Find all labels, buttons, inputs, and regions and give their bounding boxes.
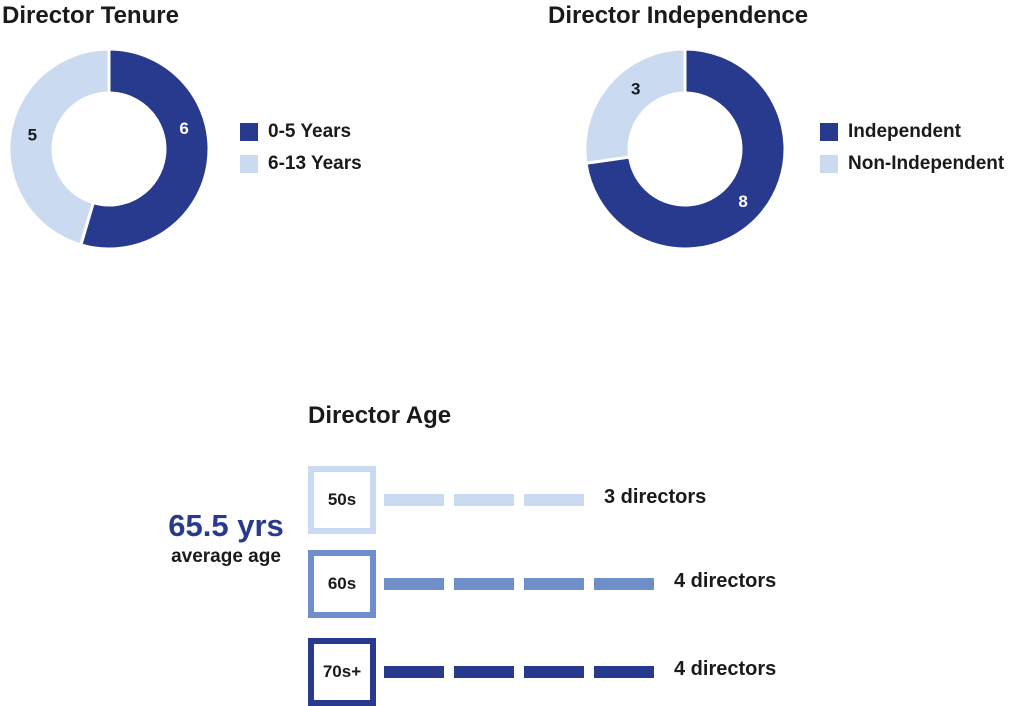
legend-swatch-dark — [240, 123, 258, 141]
legend-label: Independent — [848, 121, 961, 142]
age-bar-segment — [384, 666, 444, 678]
age-chart-title: Director Age — [308, 402, 452, 429]
donut-slice — [78, 48, 210, 250]
legend-item-independent: Independent — [820, 116, 1004, 148]
age-count-label: 3 directors — [604, 486, 707, 508]
age-bar-segment — [454, 666, 514, 678]
age-category-box: 60s — [308, 550, 376, 618]
legend-item-6-13-years: 6-13 Years — [240, 148, 362, 180]
age-bar-segment — [594, 666, 654, 678]
legend-item-0-5-years: 0-5 Years — [240, 116, 362, 148]
donut-value-label: 8 — [738, 192, 747, 211]
age-row-70s-plus: 70s+ 4 directors — [308, 638, 1008, 706]
tenure-legend: 0-5 Years 6-13 Years — [240, 116, 362, 180]
independence-donut-chart: 83 — [584, 48, 786, 250]
legend-swatch-light — [240, 155, 258, 173]
average-age-label: average age — [171, 546, 281, 567]
age-bar-segment — [524, 494, 584, 506]
age-bar-segment — [384, 494, 444, 506]
age-row-50s: 50s 3 directors — [308, 466, 1008, 534]
age-category-box: 70s+ — [308, 638, 376, 706]
donut-slice — [8, 48, 111, 247]
legend-item-non-independent: Non-Independent — [820, 148, 1004, 180]
legend-label: Non-Independent — [848, 153, 1005, 174]
donut-slice — [584, 48, 687, 165]
age-bar-segment — [524, 666, 584, 678]
age-bar-segment — [594, 578, 654, 590]
donut-value-label: 5 — [28, 125, 37, 144]
legend-swatch-dark — [820, 123, 838, 141]
independence-chart-title: Director Independence — [548, 2, 809, 29]
legend-label: 6-13 Years — [268, 153, 362, 174]
age-bar-segment — [454, 494, 514, 506]
donut-value-label: 3 — [631, 80, 640, 99]
age-row-60s: 60s 4 directors — [308, 550, 1008, 618]
age-count-label: 4 directors — [674, 658, 777, 680]
age-bar-segment — [384, 578, 444, 590]
tenure-donut-chart: 65 — [8, 48, 210, 250]
legend-label: 0-5 Years — [268, 121, 352, 142]
independence-legend: Independent Non-Independent — [820, 116, 1004, 180]
donut-slice — [584, 48, 786, 250]
age-count-label: 4 directors — [674, 570, 777, 592]
age-bar-segment — [454, 578, 514, 590]
tenure-chart-title: Director Tenure — [2, 2, 179, 29]
legend-swatch-light — [820, 155, 838, 173]
donut-value-label: 6 — [179, 119, 188, 138]
age-bar-segment — [524, 578, 584, 590]
average-age-value: 65.5 yrs — [168, 508, 284, 543]
age-category-box: 50s — [308, 466, 376, 534]
